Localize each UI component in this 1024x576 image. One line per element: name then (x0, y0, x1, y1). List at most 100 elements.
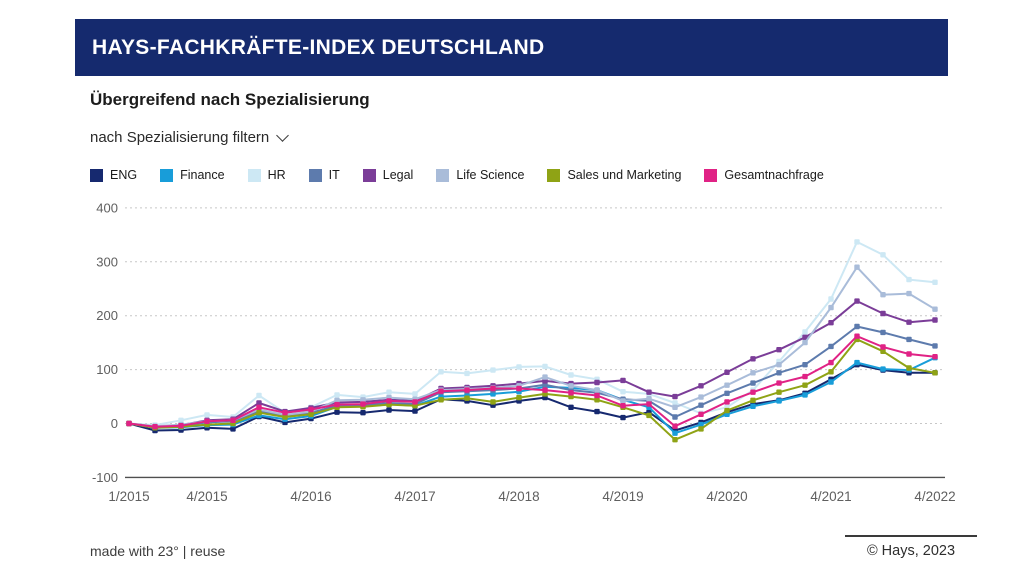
data-point-life-science-1-2020 (646, 396, 652, 402)
data-point-sales-und-marketing-4-2022 (932, 370, 938, 376)
data-point-gesamtnachfrage-4-2022 (932, 354, 938, 360)
legend-item-finance[interactable]: Finance (160, 168, 225, 182)
copyright-label: © Hays, 2023 (845, 535, 977, 559)
data-point-gesamtnachfrage-3-2021 (802, 373, 808, 380)
series-line-eng (128, 363, 936, 432)
data-point-finance-1-2022 (854, 359, 860, 366)
data-point-gesamtnachfrage-1-2017 (334, 401, 340, 408)
data-point-eng-3-2017 (386, 407, 392, 413)
legend-item-life-science[interactable]: Life Science (436, 168, 524, 182)
data-point-hr-4-2019 (620, 389, 626, 395)
data-point-life-science-2-2017 (360, 397, 366, 403)
y-tick-label-400: 400 (96, 200, 118, 215)
x-tick-label-4-2019: 4/2019 (602, 489, 643, 504)
data-point-gesamtnachfrage-1-2020 (646, 401, 652, 407)
legend-label-life-science: Life Science (456, 168, 525, 182)
data-point-eng-4-2019 (620, 414, 626, 421)
data-point-sales-und-marketing-2-2022 (880, 348, 886, 354)
series-line-sales-und-marketing (128, 338, 936, 441)
data-point-eng-1-2017 (334, 409, 340, 415)
data-point-sales-und-marketing-1-2021 (750, 397, 756, 403)
data-point-hr-1-2017 (334, 392, 340, 398)
data-point-sales-und-marketing-3-2018 (490, 399, 496, 405)
data-point-sales-und-marketing-3-2020 (698, 426, 704, 432)
data-point-gesamtnachfrage-2-2021 (776, 380, 782, 386)
data-point-life-science-1-2017 (334, 397, 340, 403)
data-point-sales-und-marketing-4-2020 (724, 407, 730, 414)
data-point-hr-1-2019 (542, 363, 548, 370)
data-point-it-4-2022 (932, 343, 938, 349)
y-tick-label--100: -100 (92, 470, 118, 485)
legend-label-sales-und-marketing: Sales und Marketing (567, 168, 682, 182)
series-line-life-science (128, 266, 936, 428)
data-point-gesamtnachfrage-1-2022 (854, 333, 860, 339)
data-point-life-science-1-2022 (854, 264, 860, 270)
data-point-sales-und-marketing-2-2020 (672, 437, 678, 443)
legend-item-legal[interactable]: Legal (362, 168, 413, 182)
data-point-gesamtnachfrage-1-2021 (750, 389, 756, 395)
data-point-gesamtnachfrage-3-2017 (386, 398, 392, 404)
page-title: HAYS-FACHKRÄFTE-INDEX DEUTSCHLAND (92, 35, 545, 59)
x-tick-label-1-2015: 1/2015 (108, 489, 149, 504)
legend-swatch-gesamtnachfrage (704, 168, 718, 182)
data-point-hr-1-2018 (438, 369, 444, 375)
data-point-finance-1-2021 (750, 403, 756, 409)
data-point-sales-und-marketing-4-2018 (516, 394, 522, 401)
data-point-gesamtnachfrage-4-2019 (620, 403, 626, 409)
data-point-sales-und-marketing-4-2016 (308, 411, 314, 417)
data-point-hr-4-2017 (412, 391, 418, 397)
data-point-life-science-2-2020 (672, 404, 678, 410)
legend-item-gesamtnachfrage[interactable]: Gesamtnachfrage (704, 168, 824, 182)
legend-swatch-hr (247, 168, 261, 182)
chart-subtitle: Übergreifend nach Spezialisierung (90, 90, 370, 109)
legend-item-hr[interactable]: HR (247, 168, 286, 182)
data-point-it-2-2022 (880, 329, 886, 336)
data-point-eng-2-2019 (568, 404, 574, 410)
data-point-it-3-2021 (802, 362, 808, 368)
data-point-gesamtnachfrage-4-2018 (516, 385, 522, 392)
data-point-life-science-3-2020 (698, 394, 704, 400)
legend-item-it[interactable]: IT (308, 168, 340, 182)
data-point-sales-und-marketing-3-2022 (906, 365, 912, 371)
data-point-hr-3-2022 (906, 276, 912, 283)
series-line-gesamtnachfrage (128, 335, 936, 428)
legend-item-eng[interactable]: ENG (90, 168, 137, 182)
data-point-hr-3-2015 (178, 417, 184, 423)
legend-label-finance: Finance (180, 168, 225, 182)
data-point-legal-2-2022 (880, 310, 886, 317)
data-point-finance-2-2021 (776, 398, 782, 404)
specialization-filter-dropdown[interactable]: nach Spezialisierung filtern (90, 128, 290, 146)
data-point-sales-und-marketing-2-2018 (464, 395, 470, 401)
data-point-hr-4-2022 (932, 279, 938, 285)
data-point-gesamtnachfrage-3-2022 (906, 351, 912, 357)
legend-label-gesamtnachfrage: Gesamtnachfrage (724, 168, 824, 182)
data-point-it-3-2022 (906, 336, 912, 343)
data-point-gesamtnachfrage-4-2016 (308, 406, 314, 413)
data-point-finance-4-2021 (828, 379, 834, 385)
data-point-legal-3-2020 (698, 383, 704, 389)
data-point-hr-4-2018 (516, 364, 522, 370)
title-bar: HAYS-FACHKRÄFTE-INDEX DEUTSCHLAND (75, 19, 948, 76)
data-point-gesamtnachfrage-1-2019 (542, 387, 548, 393)
data-point-life-science-4-2021 (828, 304, 834, 311)
data-point-legal-1-2022 (854, 298, 860, 304)
data-point-legal-3-2019 (594, 379, 600, 386)
data-point-sales-und-marketing-1-2020 (646, 412, 652, 419)
data-point-legal-4-2022 (932, 317, 938, 323)
y-tick-label-0: 0 (111, 416, 118, 431)
legend-swatch-finance (160, 168, 174, 182)
y-tick-label-200: 200 (96, 308, 118, 323)
data-point-gesamtnachfrage-2-2016 (256, 404, 262, 410)
data-point-finance-2-2020 (672, 430, 678, 436)
legend-item-sales-und-marketing[interactable]: Sales und Marketing (547, 168, 681, 182)
data-point-eng-1-2016 (230, 426, 236, 432)
data-point-gesamtnachfrage-1-2015 (126, 420, 132, 427)
legend-swatch-life-science (436, 168, 450, 182)
y-tick-label-300: 300 (96, 254, 118, 269)
data-point-gesamtnachfrage-3-2020 (698, 411, 704, 417)
data-point-sales-und-marketing-1-2018 (438, 397, 444, 403)
data-point-gesamtnachfrage-1-2018 (438, 388, 444, 394)
data-point-life-science-4-2020 (724, 382, 730, 388)
legend-swatch-legal (362, 168, 376, 182)
